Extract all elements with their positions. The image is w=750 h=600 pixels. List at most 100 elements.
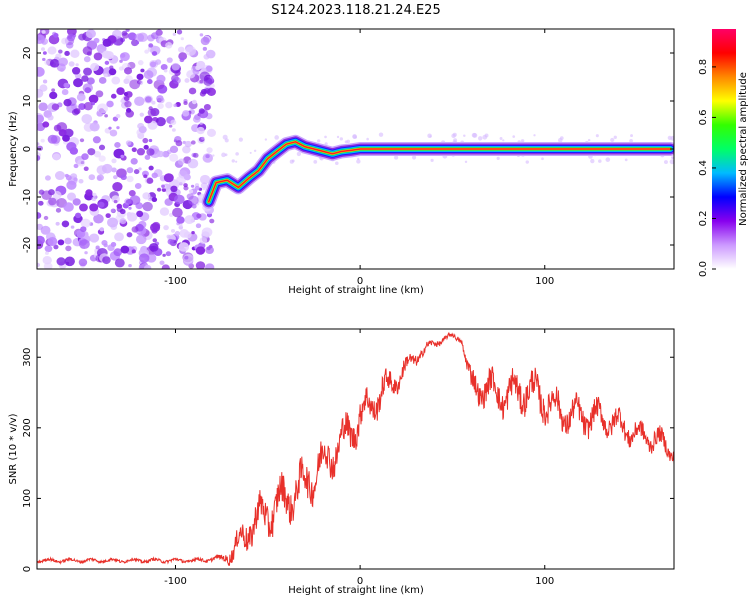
noise-blob bbox=[161, 188, 166, 192]
noise-blob bbox=[47, 236, 58, 247]
noise-blob bbox=[75, 63, 79, 67]
snr-x-tick-label: -100 bbox=[164, 576, 187, 587]
noise-blob bbox=[142, 201, 153, 212]
noise-blob bbox=[51, 103, 60, 111]
noise-blob bbox=[166, 57, 173, 63]
noise-blob bbox=[163, 173, 174, 183]
noise-blob bbox=[66, 33, 76, 42]
noise-blob bbox=[171, 62, 180, 71]
noise-blob bbox=[52, 191, 62, 200]
noise-blob bbox=[177, 158, 185, 166]
noise-blob bbox=[37, 142, 40, 146]
noise-blob bbox=[199, 237, 208, 244]
scatter-dot bbox=[366, 137, 369, 141]
scatter-dot bbox=[477, 136, 483, 141]
noise-blob bbox=[79, 203, 88, 212]
noise-blob bbox=[65, 245, 72, 252]
noise-blob bbox=[126, 175, 134, 183]
noise-blob bbox=[49, 58, 60, 68]
noise-blob bbox=[143, 70, 154, 80]
noise-blob bbox=[75, 212, 82, 219]
noise-blob bbox=[188, 195, 199, 206]
snr-panel: -100 0 100 0 100 200 300 Height of straight li… bbox=[8, 328, 675, 596]
noise-blob bbox=[87, 148, 96, 156]
colorbar-tick-label: 0.4 bbox=[698, 160, 709, 176]
noise-blob bbox=[171, 128, 176, 132]
colorbar-gradient bbox=[712, 29, 736, 269]
noise-blob bbox=[90, 62, 100, 72]
noise-blob bbox=[156, 74, 166, 84]
colorbar-tick-label: 0.2 bbox=[698, 211, 709, 227]
noise-blob bbox=[161, 184, 165, 188]
noise-blob bbox=[173, 194, 185, 205]
noise-blob bbox=[82, 46, 93, 55]
colorbar: 0.0 0.2 0.4 0.6 0.8 Normalized spectral ampl… bbox=[698, 29, 749, 277]
noise-blob bbox=[135, 41, 140, 45]
noise-blob bbox=[37, 223, 43, 230]
scatter-dot bbox=[595, 134, 599, 138]
noise-blob bbox=[143, 144, 149, 150]
noise-blob bbox=[54, 170, 65, 181]
noise-blob bbox=[112, 181, 123, 192]
noise-blob bbox=[109, 65, 114, 70]
noise-blob bbox=[183, 101, 188, 105]
noise-blob bbox=[63, 202, 74, 212]
noise-blob bbox=[138, 263, 149, 269]
noise-blob bbox=[176, 29, 183, 35]
scatter-dot bbox=[313, 159, 318, 164]
noise-blob bbox=[183, 185, 189, 191]
noise-blob bbox=[93, 37, 100, 44]
noise-blob bbox=[93, 52, 103, 61]
spectrogram-y-tick-label: 0 bbox=[22, 146, 33, 152]
spectrogram-x-axis-label: Height of straight line (km) bbox=[288, 285, 424, 296]
noise-blob bbox=[114, 142, 121, 148]
noise-blob bbox=[201, 227, 213, 238]
noise-blob bbox=[160, 63, 168, 71]
noise-blob bbox=[170, 119, 177, 125]
noise-blob bbox=[47, 46, 57, 55]
noise-blob bbox=[37, 235, 45, 245]
noise-blob bbox=[114, 232, 124, 242]
noise-blob bbox=[83, 102, 93, 111]
noise-blob bbox=[99, 227, 105, 232]
noise-blob bbox=[206, 246, 211, 251]
scatter-dot bbox=[411, 155, 417, 160]
noise-blob bbox=[126, 167, 134, 174]
noise-blob bbox=[195, 246, 206, 255]
noise-blob bbox=[116, 87, 125, 95]
noise-blob bbox=[96, 174, 104, 181]
noise-blob bbox=[170, 185, 178, 193]
scatter-dot bbox=[667, 135, 672, 140]
spectrogram-y-tick-label: 20 bbox=[22, 47, 33, 60]
noise-blob bbox=[92, 192, 97, 197]
noise-blob bbox=[199, 122, 203, 126]
noise-blob bbox=[37, 114, 45, 124]
signal-ridge-band-6 bbox=[207, 141, 672, 203]
noise-blob bbox=[203, 54, 210, 60]
noise-blob bbox=[206, 147, 213, 154]
noise-blob bbox=[151, 172, 158, 179]
noise-blob bbox=[177, 46, 185, 53]
noise-blob bbox=[184, 255, 189, 260]
noise-blob bbox=[149, 61, 157, 68]
noise-blob bbox=[143, 174, 148, 179]
noise-blob bbox=[42, 79, 48, 84]
noise-blob bbox=[107, 217, 119, 228]
noise-blob bbox=[56, 257, 66, 266]
noise-blob bbox=[116, 203, 123, 209]
scatter-dot bbox=[317, 139, 321, 143]
noise-blob bbox=[58, 49, 63, 54]
noise-blob bbox=[83, 166, 89, 171]
noise-blob bbox=[128, 206, 132, 210]
noise-blob bbox=[147, 79, 153, 85]
noise-blob bbox=[37, 66, 45, 77]
noise-blob bbox=[147, 108, 157, 117]
colorbar-ticks: 0.0 0.2 0.4 0.6 0.8 bbox=[698, 59, 716, 277]
scatter-dot bbox=[671, 156, 674, 159]
noise-blob bbox=[178, 52, 188, 61]
scatter-dot bbox=[394, 155, 399, 160]
noise-blob bbox=[126, 212, 132, 217]
scatter-dot bbox=[451, 133, 456, 139]
